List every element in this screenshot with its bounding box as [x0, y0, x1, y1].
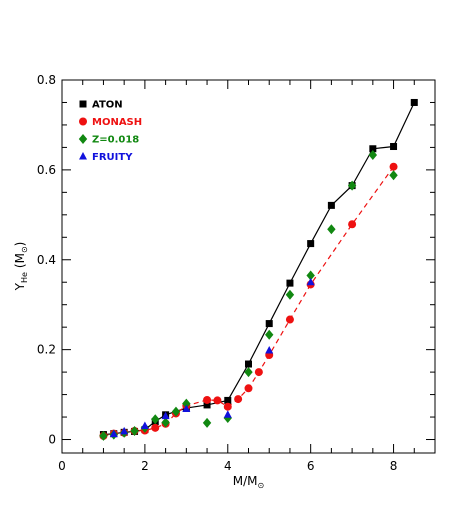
- legend-marker-z-0-018: [78, 134, 88, 144]
- data-point-z-0-018: [306, 270, 315, 281]
- data-point-aton: [265, 320, 273, 328]
- data-point-monash: [244, 384, 253, 393]
- data-point-z-0-018: [347, 180, 357, 191]
- x-tick-label: 8: [390, 459, 398, 473]
- data-point-z-0-018: [171, 406, 181, 417]
- data-point-z-0-018: [285, 289, 295, 300]
- x-tick-label: 2: [141, 459, 149, 473]
- y-axis-label-unit: (M: [13, 253, 27, 268]
- data-point-aton: [410, 98, 418, 106]
- x-tick-label: 4: [224, 459, 232, 473]
- tick-labels: 0 2 4 6 8 0 0.2 0.4 0.6 0.8: [37, 73, 397, 473]
- y-tick-label: 0: [48, 433, 56, 447]
- data-point-monash: [254, 368, 263, 377]
- data-point-z-0-018: [327, 224, 336, 235]
- data-point-fruity: [182, 404, 191, 412]
- data-point-z-0-018: [151, 414, 160, 425]
- data-point-fruity: [140, 421, 149, 430]
- data-point-monash: [213, 396, 222, 405]
- data-point-fruity: [265, 346, 274, 354]
- data-point-monash: [151, 423, 160, 432]
- legend: ATON MONASH Z=0.018 FRUITY: [78, 100, 142, 163]
- data-point-fruity: [306, 277, 315, 286]
- y-axis-label-sub: He: [20, 272, 29, 283]
- data-point-z-0-018: [202, 417, 212, 428]
- data-point-z-0-018: [389, 170, 398, 181]
- y-tick-label: 0.6: [37, 163, 56, 177]
- legend-marker-monash: [79, 117, 87, 126]
- x-axis-label: M/M⊙: [233, 474, 264, 490]
- y-tick-label: 0.4: [37, 253, 56, 267]
- plot-frame: [61, 79, 436, 454]
- series-line-monash: [103, 166, 395, 437]
- data-point-aton: [203, 401, 211, 409]
- data-point-monash: [203, 395, 212, 404]
- data-point-aton: [286, 279, 294, 287]
- data-point-aton: [369, 145, 377, 153]
- data-point-fruity: [161, 411, 170, 420]
- x-axis-label-sub: ⊙: [258, 481, 265, 490]
- data-point-aton: [224, 396, 232, 404]
- data-point-monash: [234, 395, 243, 404]
- legend-label: ATON: [92, 100, 123, 111]
- data-point-z-0-018: [368, 150, 378, 161]
- data-point-fruity: [223, 410, 232, 418]
- data-point-z-0-018: [161, 417, 170, 428]
- y-tick-label: 0.8: [37, 73, 56, 87]
- series-line-aton: [103, 102, 415, 436]
- data-point-monash: [389, 162, 398, 171]
- data-point-aton: [245, 360, 252, 368]
- legend-marker-aton: [79, 100, 87, 108]
- data-point-monash: [348, 220, 357, 229]
- x-tick-label: 0: [58, 459, 66, 473]
- x-tick-label: 6: [307, 459, 315, 473]
- legend-marker-fruity: [79, 152, 87, 160]
- y-axis-label-unit-sub: ⊙: [20, 246, 29, 253]
- x-axis-label-main: M/M: [233, 474, 258, 488]
- data-point-z-0-018: [182, 398, 191, 409]
- data-point-aton: [327, 201, 335, 209]
- y-axis-label: YHe (M⊙): [13, 242, 29, 292]
- data-point-fruity: [109, 429, 118, 438]
- y-tick-label: 0.2: [37, 343, 56, 357]
- data-point-z-0-018: [244, 367, 253, 378]
- legend-label: MONASH: [92, 117, 142, 128]
- y-axis-label-main: Y: [13, 282, 27, 291]
- data-point-aton: [390, 143, 398, 151]
- data-point-z-0-018: [265, 329, 274, 340]
- series-layer: [99, 98, 418, 441]
- legend-label: Z=0.018: [92, 135, 139, 146]
- legend-label: FRUITY: [92, 152, 133, 163]
- data-point-z-0-018: [130, 425, 139, 436]
- data-point-fruity: [120, 426, 129, 435]
- data-point-z-0-018: [99, 430, 108, 441]
- data-point-monash: [285, 315, 294, 324]
- data-point-monash: [223, 402, 232, 411]
- y-axis-label-unit-close: ): [13, 242, 27, 247]
- data-point-aton: [307, 240, 315, 248]
